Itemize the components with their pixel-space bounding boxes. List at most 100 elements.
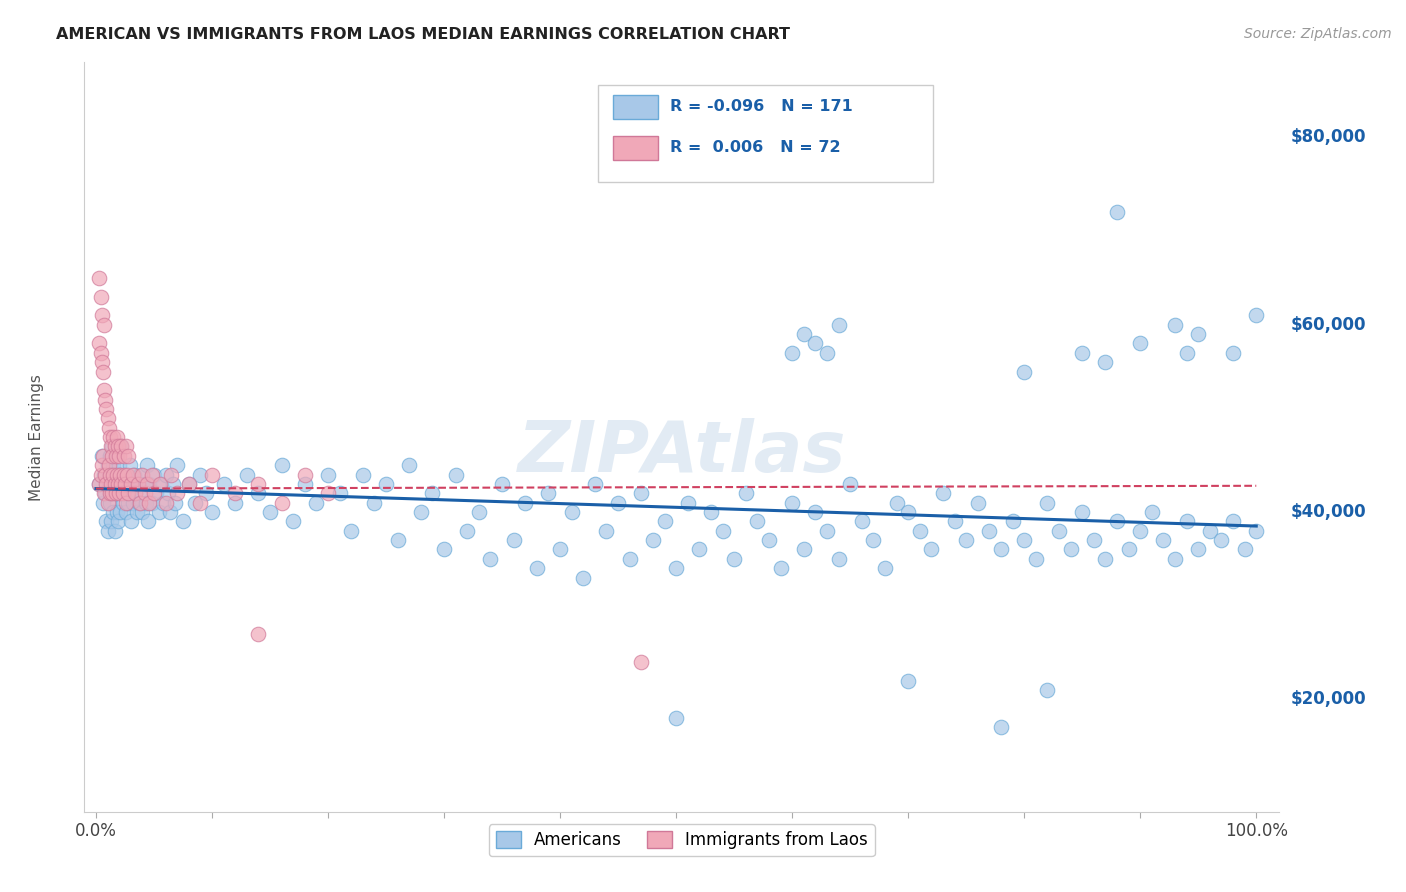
Point: [491, 476, 513, 491]
Point: [104, 486, 127, 500]
Point: [804, 505, 827, 519]
Point: [329, 486, 352, 500]
Point: [96, 514, 118, 528]
Point: [190, 467, 212, 482]
Point: [270, 496, 292, 510]
Point: [103, 476, 125, 491]
Point: [1244, 309, 1267, 323]
Point: [433, 542, 456, 557]
Point: [873, 561, 896, 575]
Point: [104, 486, 127, 500]
Point: [758, 533, 780, 547]
Point: [572, 571, 595, 585]
FancyBboxPatch shape: [613, 95, 658, 119]
Point: [143, 467, 166, 482]
Point: [98, 486, 121, 500]
Point: [136, 514, 159, 528]
Point: [90, 309, 112, 323]
Point: [155, 467, 177, 482]
Point: [112, 486, 135, 500]
Point: [201, 505, 224, 519]
Point: [665, 711, 688, 725]
Point: [129, 486, 152, 500]
Point: [630, 655, 652, 669]
Point: [1164, 551, 1187, 566]
Point: [236, 467, 259, 482]
Point: [138, 496, 160, 510]
Point: [340, 524, 363, 538]
Point: [316, 486, 339, 500]
Point: [1105, 205, 1128, 219]
Legend: Americans, Immigrants from Laos: Americans, Immigrants from Laos: [489, 824, 875, 855]
Point: [1233, 542, 1256, 557]
Point: [224, 486, 246, 500]
Point: [156, 486, 179, 500]
Point: [990, 721, 1012, 735]
Point: [91, 364, 114, 378]
Point: [224, 496, 246, 510]
Point: [93, 318, 115, 332]
Point: [1187, 542, 1209, 557]
Point: [117, 486, 139, 500]
Point: [247, 476, 270, 491]
Point: [107, 440, 129, 453]
Point: [607, 496, 630, 510]
Point: [1071, 345, 1094, 359]
Point: [212, 476, 235, 491]
Point: [1118, 542, 1140, 557]
Point: [422, 486, 444, 500]
Point: [468, 505, 491, 519]
Point: [515, 496, 537, 510]
Point: [1175, 514, 1198, 528]
Text: Median Earnings: Median Earnings: [30, 374, 44, 500]
Point: [91, 496, 114, 510]
Point: [1222, 514, 1244, 528]
Point: [107, 476, 129, 491]
Point: [1129, 336, 1152, 351]
Point: [101, 449, 124, 463]
Point: [172, 514, 194, 528]
Point: [827, 551, 849, 566]
Point: [456, 524, 478, 538]
Point: [103, 476, 125, 491]
Point: [128, 496, 150, 510]
Point: [409, 505, 432, 519]
Point: [1012, 364, 1035, 378]
Point: [190, 496, 212, 510]
Point: [352, 467, 374, 482]
Point: [127, 476, 149, 491]
Point: [851, 514, 873, 528]
Point: [155, 496, 177, 510]
Point: [100, 467, 122, 482]
Point: [124, 486, 146, 500]
Point: [127, 476, 149, 491]
Point: [247, 626, 270, 640]
Point: [149, 476, 172, 491]
Point: [1211, 533, 1233, 547]
Point: [141, 467, 163, 482]
Point: [93, 384, 115, 398]
Point: [90, 289, 112, 303]
Point: [316, 467, 339, 482]
Point: [1001, 514, 1024, 528]
Point: [1152, 533, 1174, 547]
Point: [1071, 505, 1094, 519]
Point: [398, 458, 420, 473]
Point: [107, 476, 129, 491]
Point: [862, 533, 884, 547]
Point: [654, 514, 676, 528]
Point: [129, 467, 152, 482]
Point: [115, 505, 138, 519]
Point: [105, 467, 128, 482]
Point: [363, 496, 385, 510]
Point: [723, 551, 745, 566]
Point: [110, 476, 132, 491]
Point: [665, 561, 688, 575]
Text: $60,000: $60,000: [1291, 316, 1367, 334]
Point: [294, 467, 316, 482]
Point: [979, 524, 1001, 538]
Point: [93, 486, 115, 500]
Point: [97, 458, 120, 473]
Point: [97, 476, 120, 491]
Point: [166, 458, 188, 473]
